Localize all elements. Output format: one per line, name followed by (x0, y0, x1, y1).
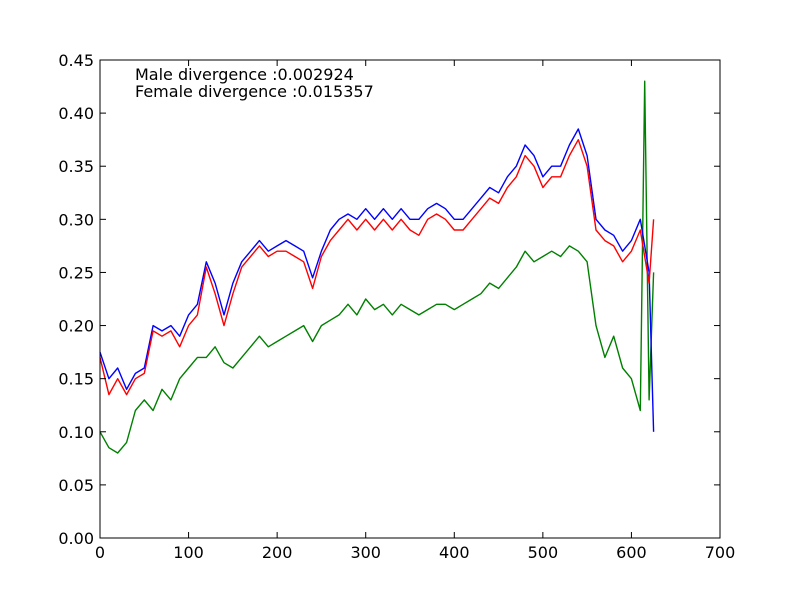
y-tick-label: 0.10 (58, 423, 94, 442)
x-axis: 0 100 200 300 400 500 600 700 (95, 60, 735, 562)
y-tick-label: 0.30 (58, 210, 94, 229)
x-tick-label: 400 (439, 543, 470, 562)
y-tick-label: 0.25 (58, 263, 94, 282)
x-tick-label: 700 (705, 543, 736, 562)
series-line-ff0000 (99, 138, 655, 396)
y-axis: 0.00 0.05 0.10 0.15 0.20 0.25 0.30 0.35 0.40 0.45 (58, 51, 720, 548)
x-tick-label: 500 (528, 543, 559, 562)
x-tick-label: 200 (262, 543, 293, 562)
y-tick-label: 0.35 (58, 157, 94, 176)
y-tick-label: 0.20 (58, 317, 94, 336)
y-tick-label: 0.40 (58, 104, 94, 123)
y-tick-label: 0.00 (58, 529, 94, 548)
annotation-female-divergence: Female divergence :0.015357 (135, 82, 374, 101)
y-tick-label: 0.05 (58, 476, 94, 495)
y-tick-label: 0.15 (58, 370, 94, 389)
series-line-0000ff (99, 128, 655, 432)
annotation-male-divergence: Male divergence :0.002924 (135, 65, 354, 84)
x-tick-label: 600 (616, 543, 647, 562)
plot-layer (99, 80, 655, 454)
x-tick-label: 100 (173, 543, 204, 562)
y-tick-label: 0.45 (58, 51, 94, 70)
x-tick-label: 0 (95, 543, 105, 562)
x-tick-label: 300 (350, 543, 381, 562)
series-line-008000 (99, 80, 655, 454)
plot-frame (99, 59, 721, 539)
